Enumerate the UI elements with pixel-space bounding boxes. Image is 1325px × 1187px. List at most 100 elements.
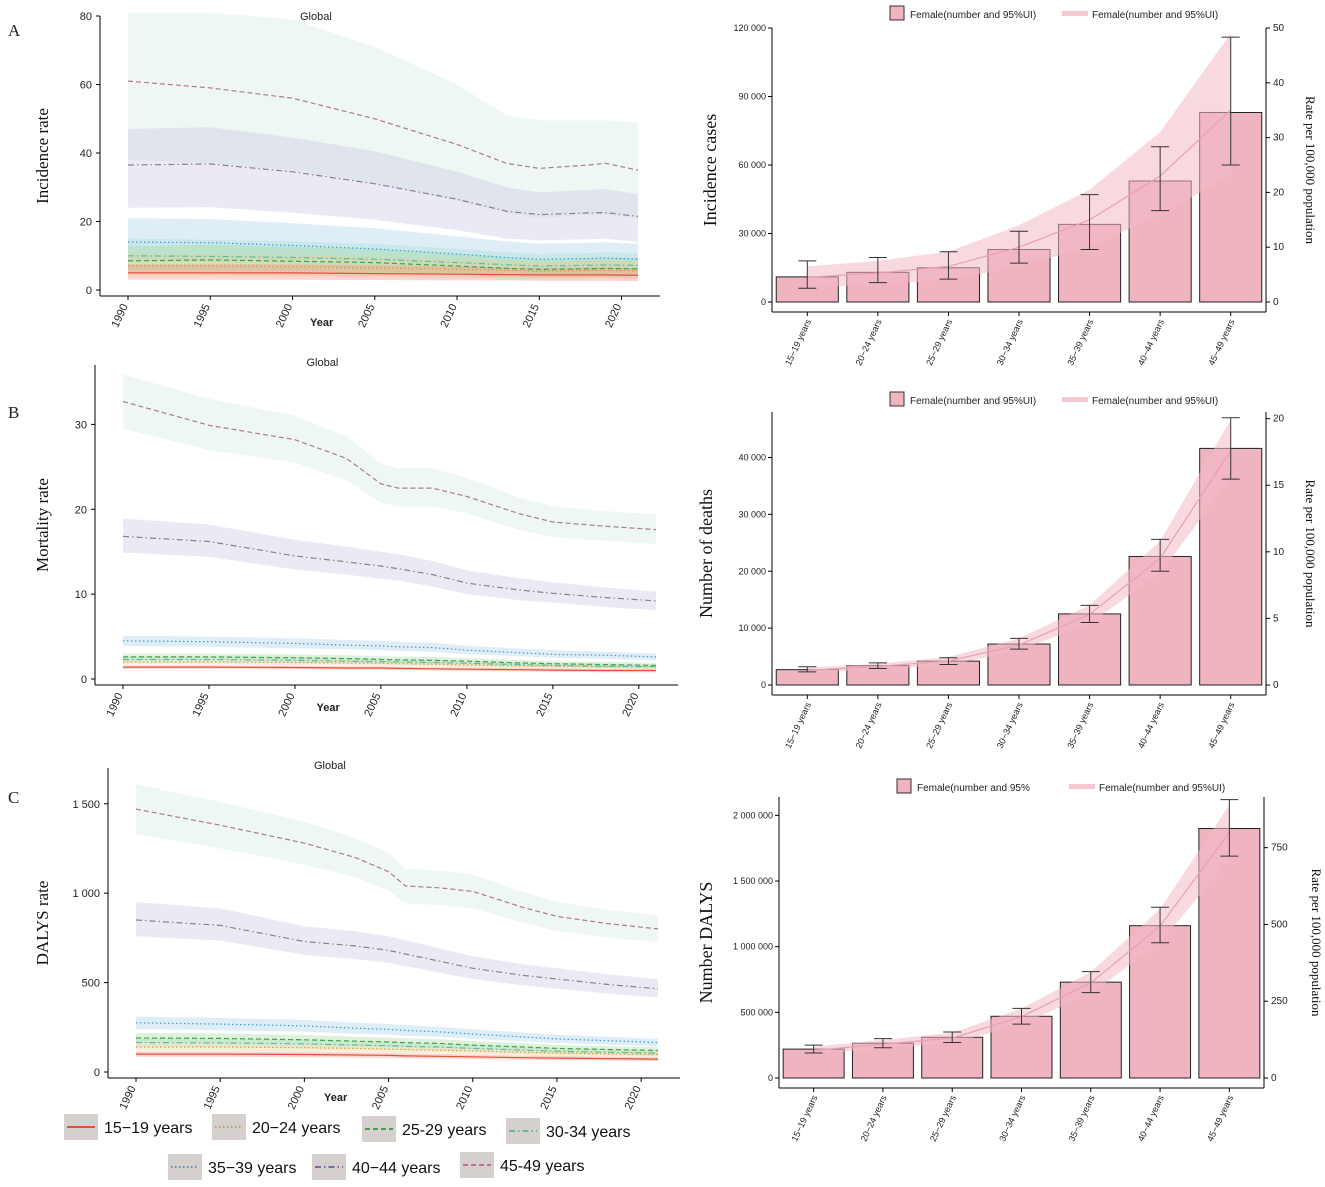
dalys-y2-tick-label: 750: [1271, 843, 1288, 854]
mortality-y-tick-label: 20: [75, 504, 87, 516]
dalys-y-tick-label: 500 000: [740, 1007, 773, 1017]
mortality-series-line-7: [122, 400, 657, 531]
legend-label-3: 25-29 years: [402, 1122, 487, 1139]
mortality-series-line-2: [123, 661, 657, 668]
incidence-band-6: [128, 127, 638, 243]
incidence-band-4: [128, 238, 638, 276]
mortality-x-tick-label: 1995: [190, 691, 211, 718]
dalys-series-line-2: [136, 1046, 659, 1056]
dalys-band-2: [136, 1043, 658, 1058]
dalys-x-tick-label: 2020: [623, 1084, 644, 1111]
dalys-x-axis-title: Year: [324, 1092, 348, 1104]
dalys-y-tick-label: 1 000 000: [733, 942, 773, 952]
incidence-y2-tick-label: 0: [1273, 297, 1279, 308]
mortality-y-axis-title: Mortality rate: [33, 478, 52, 572]
incidence-y-tick-label: 60 000: [738, 160, 766, 170]
deaths-y-tick-label: 20 000: [738, 566, 766, 576]
deaths-y-tick-label: 40 000: [738, 453, 766, 463]
incidence-x-axis-title: Year: [310, 317, 334, 329]
dalys-series-line-7: [135, 808, 659, 930]
incidence-rate-band: [807, 33, 1231, 288]
mortality-band-7: [123, 374, 656, 545]
dalys-band-5: [136, 1016, 658, 1047]
mortality-rate-line-chart: 0 10 20 30 1990 1995 2000 2005 2010 2015 2020 Globa…: [33, 357, 678, 718]
incidence-x-tick-label: 40−44 years: [1136, 317, 1166, 367]
incidence-y-tick-label: 120 000: [733, 23, 766, 33]
deaths-y2-tick-label: 0: [1273, 680, 1279, 691]
dalys-y-axis-title: DALYS rate: [33, 881, 52, 966]
incidence-x-tick-label: 30−34 years: [995, 317, 1025, 367]
deaths-x-tick-label: 45−49 years: [1206, 700, 1236, 750]
dalys-x-tick-label: 2015: [538, 1084, 559, 1111]
incidence-y-tick-label: 40: [80, 148, 92, 160]
dalys-y-tick-label: 0: [768, 1073, 773, 1083]
incidence-x-tick-label: 2015: [521, 302, 542, 329]
mortality-y-tick-label: 0: [81, 674, 87, 686]
dalys-y2-tick-label: 250: [1271, 996, 1288, 1007]
dalys-legend-bar-label: Female(number and 95%: [917, 783, 1030, 794]
deaths-x-tick-label: 40−44 years: [1136, 700, 1166, 750]
incidence-y2-tick-label: 10: [1273, 242, 1285, 253]
legend-label-5: 35−39 years: [208, 1160, 297, 1177]
incidence-x-tick-label: 2005: [356, 302, 377, 329]
incidence-legend-band-swatch: [1062, 11, 1088, 16]
mortality-band-3: [123, 653, 656, 668]
incidence-x-tick-label: 2020: [603, 302, 624, 329]
deaths-y-tick-label: 30 000: [738, 509, 766, 519]
incidence-x-tick-label: 2010: [439, 302, 460, 329]
deaths-legend-band-swatch: [1062, 397, 1088, 402]
incidence-band-1: [128, 264, 638, 282]
dalys-series-line-4: [135, 1041, 659, 1054]
incidence-y-tick-label: 90 000: [738, 92, 766, 102]
mortality-chart-title: Global: [307, 357, 339, 369]
legend-label-7: 45-49 years: [500, 1158, 585, 1175]
incidence-y2-axis-title: Rate per 100,000 population: [1303, 96, 1318, 245]
dalys-chart-title: Global: [314, 760, 346, 772]
mortality-x-tick-label: 2000: [276, 691, 297, 718]
incidence-x-tick-label: 1990: [109, 302, 130, 329]
dalys-y2-tick-label: 0: [1271, 1073, 1277, 1084]
dalys-bar-chart: 0 500 000 1 000 000 1 500 000 2 000 000 0 250 5…: [696, 778, 1324, 1143]
incidence-x-tick-label: 20−24 years: [854, 317, 884, 367]
incidence-legend-band-label: Female(number and 95%UI): [1092, 10, 1218, 21]
dalys-bar-7: [1198, 828, 1261, 1079]
panel-label-a: A: [8, 21, 21, 40]
dalys-x-tick-label: 15−19 years: [789, 1093, 819, 1143]
dalys-y-tick-label: 2 000 000: [733, 810, 773, 820]
panel-label-c: C: [8, 788, 19, 807]
legend-label-1: 15−19 years: [104, 1120, 193, 1137]
deaths-x-tick-label: 35−39 years: [1065, 700, 1095, 750]
legend-label-4: 30-34 years: [546, 1124, 631, 1141]
dalys-legend-bar-swatch: [896, 778, 912, 794]
dalys-y-axis-title: Number DALYS: [696, 882, 716, 1004]
dalys-rate-band: [813, 804, 1230, 1054]
dalys-band-7: [136, 784, 658, 943]
age-group-legend: 15−19 years 20−24 years 25-29 years 30-34 y…: [64, 1114, 631, 1180]
incidence-series-line-6: [127, 163, 639, 217]
mortality-series-line-5: [122, 640, 657, 658]
mortality-band-5: [123, 635, 656, 661]
deaths-legend-band-label: Female(number and 95%UI): [1092, 396, 1218, 407]
incidence-y-tick-label: 0: [86, 285, 92, 297]
mortality-y-tick-label: 10: [75, 589, 87, 601]
incidence-series-line-2: [128, 265, 639, 272]
deaths-legend-bar-swatch: [889, 391, 905, 407]
incidence-x-tick-label: 25−29 years: [924, 317, 954, 367]
deaths-y2-tick-label: 10: [1273, 547, 1285, 558]
dalys-x-tick-label: 40−44 years: [1136, 1093, 1166, 1143]
mortality-series-line-1: [123, 666, 656, 672]
mortality-x-tick-label: 2005: [362, 691, 383, 718]
dalys-y2-axis-title: Rate per 100,000 population: [1309, 868, 1324, 1017]
mortality-series-line-6: [122, 535, 657, 602]
incidence-x-tick-label: 45−49 years: [1206, 317, 1236, 367]
incidence-x-tick-label: 35−39 years: [1065, 317, 1095, 367]
incidence-y2-tick-label: 20: [1273, 187, 1285, 198]
mortality-series-line-4: [123, 658, 657, 668]
mortality-x-tick-label: 2020: [620, 691, 641, 718]
incidence-series-line-3: [127, 259, 639, 271]
incidence-y-tick-label: 0: [761, 297, 766, 307]
deaths-y-tick-label: 10 000: [738, 623, 766, 633]
mortality-band-6: [123, 518, 656, 611]
dalys-x-tick-label: 2000: [286, 1084, 307, 1111]
incidence-y-axis-title: Incidence cases: [700, 114, 720, 226]
